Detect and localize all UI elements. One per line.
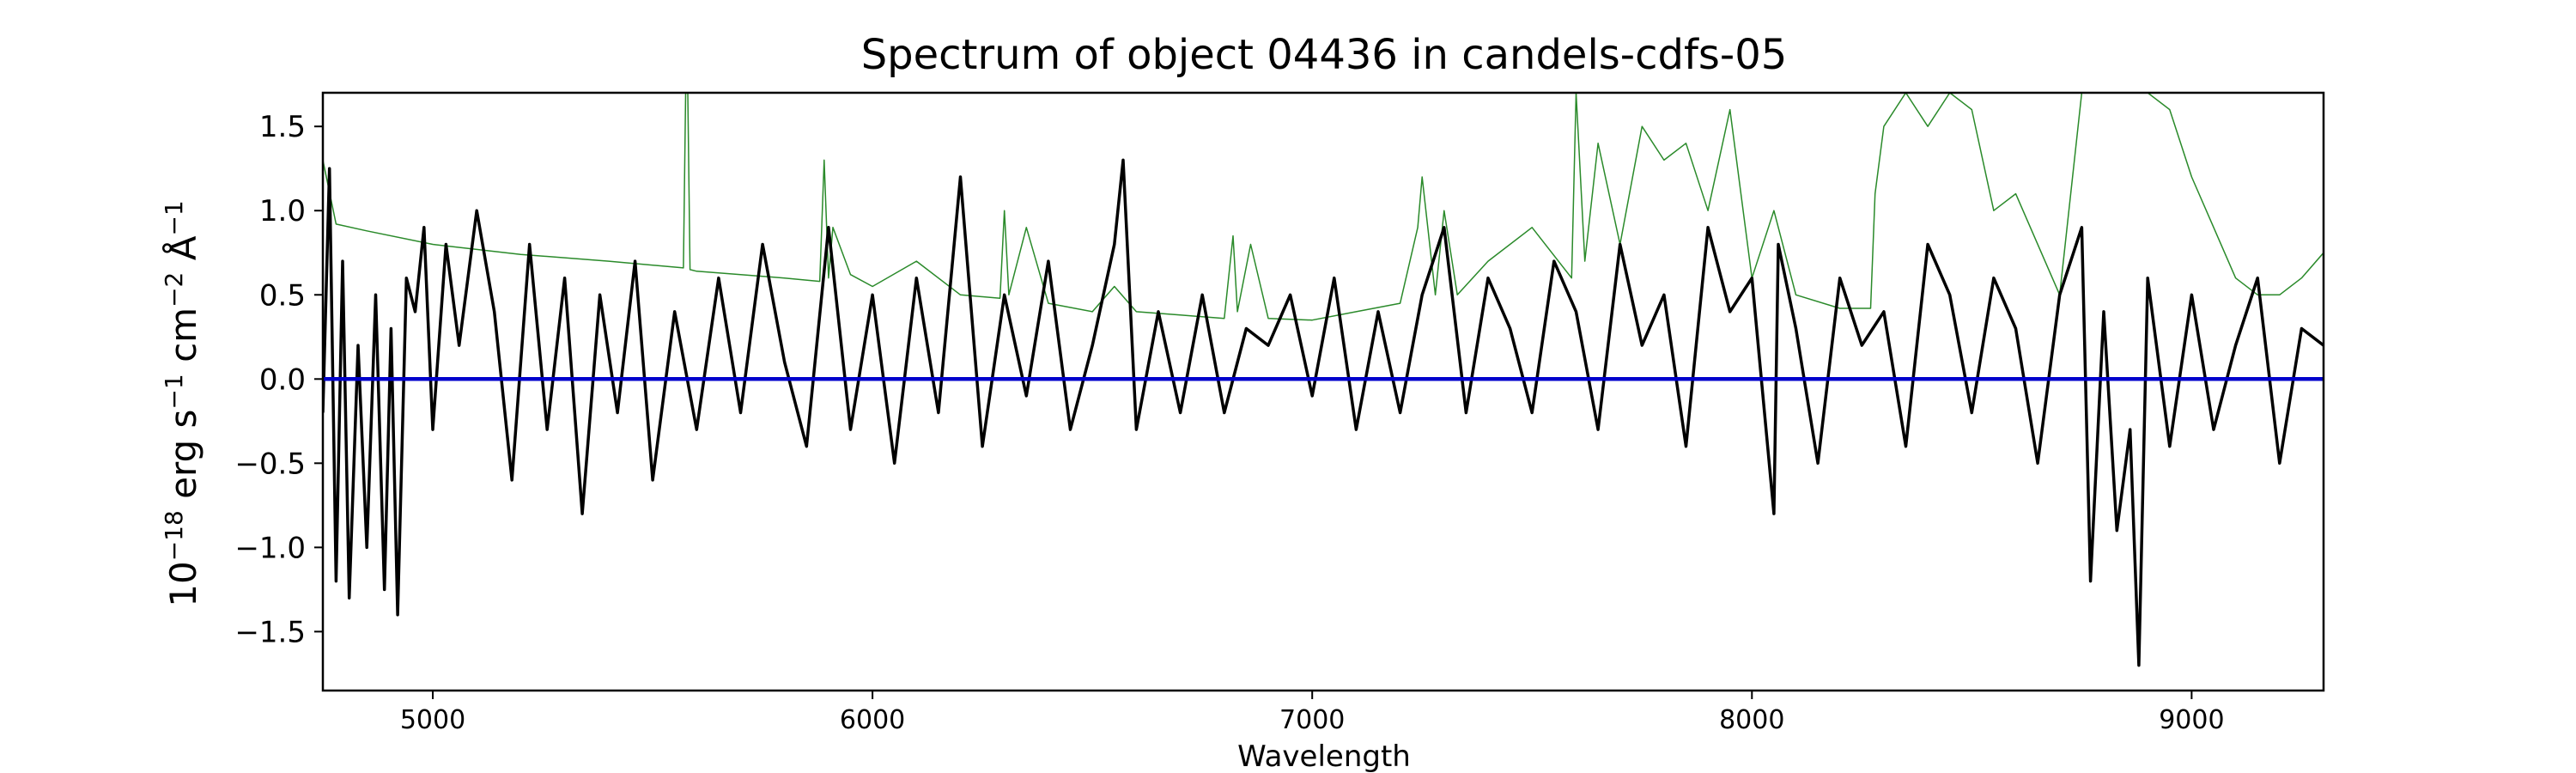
- x-tick-label: 9000: [2159, 705, 2224, 735]
- y-label-exp-3: −2: [160, 272, 188, 307]
- y-tick-label: −0.5: [234, 447, 306, 481]
- plot-area: [323, 93, 2324, 667]
- y-tick-label: −1.5: [234, 615, 306, 649]
- y-label-angstrom: Å: [161, 235, 204, 271]
- x-tick-label: 8000: [1719, 705, 1784, 735]
- y-label-cm: cm: [162, 307, 204, 374]
- x-tick-label: 5000: [400, 705, 465, 735]
- y-label-exp-2: −1: [160, 374, 188, 409]
- y-axis-label: 10−18 erg s−1 cm−2 Å−1: [160, 200, 204, 606]
- x-tick-label: 6000: [840, 705, 905, 735]
- y-label-exp-1: −18: [160, 510, 188, 561]
- y-tick-label: 0.0: [259, 362, 306, 397]
- y-label-base: 10: [162, 561, 204, 606]
- y-label-exp-4: −1: [160, 200, 188, 235]
- y-tick-label: 1.0: [259, 194, 306, 228]
- chart-title: Spectrum of object 04436 in candels-cdfs…: [861, 31, 1788, 79]
- series-flux-line: [323, 158, 2324, 667]
- series-error-line: [323, 93, 2324, 321]
- y-label-erg: erg s: [162, 410, 204, 511]
- y-tick-label: 1.5: [259, 110, 306, 144]
- y-tick-label: 0.5: [259, 278, 306, 313]
- plot-frame: [321, 91, 2325, 692]
- y-tick-label: −1.0: [234, 531, 306, 565]
- x-tick-label: 7000: [1279, 705, 1345, 735]
- x-axis-label: Wavelength: [1237, 740, 1411, 773]
- axes: 5000 6000 7000 8000 9000 1.5 1.0 0.5 0.0 −0.5 −1.0…: [234, 110, 2224, 735]
